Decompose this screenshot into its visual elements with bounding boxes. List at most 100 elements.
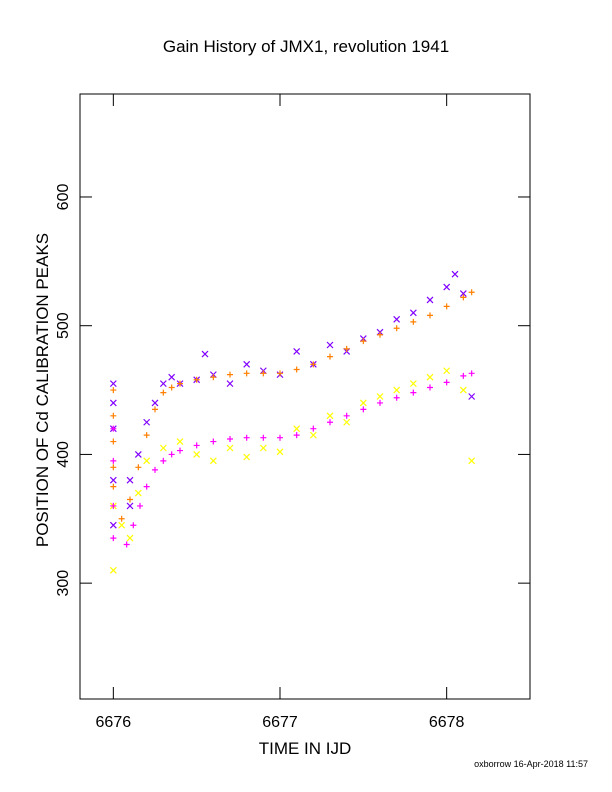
- x-axis-label: TIME IN IJD: [259, 739, 352, 758]
- chart-title: Gain History of JMX1, revolution 1941: [163, 37, 449, 56]
- data-point: [468, 393, 476, 400]
- data-point: [443, 303, 450, 310]
- x-tick-label: 6677: [262, 714, 298, 731]
- data-point: [376, 393, 384, 400]
- series-3: [109, 367, 476, 574]
- data-point: [193, 451, 201, 458]
- data-point: [118, 521, 126, 529]
- data-point: [259, 444, 267, 452]
- data-point: [137, 502, 143, 509]
- data-point: [293, 366, 300, 373]
- footer-stamp: oxborrow 16-Apr-2018 11:57: [474, 759, 588, 769]
- data-point: [160, 457, 167, 464]
- data-point: [393, 386, 401, 394]
- data-point: [143, 457, 151, 465]
- data-point: [110, 483, 117, 490]
- data-point: [427, 384, 433, 391]
- y-axis-label: POSITION OF Cd CALIBRATION PEAKS: [33, 233, 52, 547]
- data-point: [134, 489, 142, 497]
- data-point: [110, 425, 117, 432]
- data-point: [426, 373, 434, 381]
- data-point: [210, 374, 217, 381]
- data-point: [177, 447, 183, 454]
- data-point: [277, 434, 283, 441]
- data-point: [210, 438, 217, 445]
- data-point: [359, 399, 367, 407]
- data-point: [460, 294, 467, 301]
- data-point: [327, 353, 333, 360]
- data-point: [459, 386, 467, 394]
- axis-ticks: [80, 94, 530, 699]
- y-tick-label: 500: [55, 312, 72, 339]
- data-point: [168, 451, 175, 458]
- data-point: [193, 442, 200, 449]
- data-point: [443, 379, 450, 386]
- data-point: [443, 367, 451, 375]
- data-point: [243, 453, 251, 461]
- data-point: [326, 341, 334, 349]
- data-point: [209, 457, 217, 465]
- data-point: [343, 345, 350, 352]
- data-point: [168, 373, 176, 381]
- data-point: [118, 515, 125, 522]
- data-point: [326, 412, 334, 420]
- data-point: [110, 412, 117, 419]
- data-point: [127, 496, 133, 503]
- data-point: [109, 566, 117, 574]
- data-point: [176, 438, 184, 445]
- data-point: [110, 457, 117, 464]
- data-point: [123, 541, 130, 548]
- data-point: [143, 432, 150, 439]
- data-point: [293, 348, 301, 355]
- data-point: [377, 331, 383, 338]
- data-point: [110, 464, 117, 471]
- data-point: [243, 370, 250, 377]
- data-point: [143, 483, 150, 490]
- data-point: [426, 296, 434, 304]
- data-point: [459, 290, 467, 297]
- data-point: [126, 502, 134, 510]
- data-point: [126, 476, 134, 484]
- data-point: [409, 309, 417, 317]
- data-point: [427, 312, 433, 319]
- y-tick-label: 300: [55, 570, 72, 597]
- data-point: [468, 457, 476, 465]
- data-point: [310, 361, 317, 368]
- data-point: [135, 464, 142, 471]
- data-point: [227, 435, 233, 442]
- data-point: [343, 412, 350, 419]
- data-point: [151, 399, 159, 407]
- data-point: [360, 338, 367, 345]
- data-point: [110, 387, 117, 394]
- series-1: [109, 270, 476, 529]
- data-point: [193, 376, 200, 383]
- data-point: [393, 325, 400, 332]
- data-point: [277, 370, 283, 377]
- data-point: [152, 466, 158, 473]
- data-point: [393, 394, 400, 401]
- data-point: [109, 476, 117, 484]
- data-point: [243, 434, 250, 441]
- data-point: [243, 360, 251, 368]
- data-point: [293, 425, 301, 433]
- data-point: [201, 350, 209, 358]
- data-point: [410, 389, 417, 396]
- data-point: [109, 521, 117, 529]
- data-point: [109, 399, 117, 407]
- data-point: [443, 283, 451, 291]
- data-point: [309, 431, 317, 439]
- data-point: [159, 380, 167, 388]
- data-points: [109, 270, 476, 574]
- data-point: [293, 432, 300, 439]
- data-point: [110, 535, 117, 542]
- data-point: [468, 289, 475, 296]
- data-point: [130, 522, 137, 529]
- data-point: [109, 380, 117, 388]
- data-point: [260, 434, 267, 441]
- data-point: [327, 419, 333, 426]
- tick-labels: 6676 6677 6678 300 400 500 600: [55, 184, 465, 731]
- data-point: [177, 380, 183, 387]
- data-point: [226, 380, 234, 388]
- series-4: [110, 370, 475, 548]
